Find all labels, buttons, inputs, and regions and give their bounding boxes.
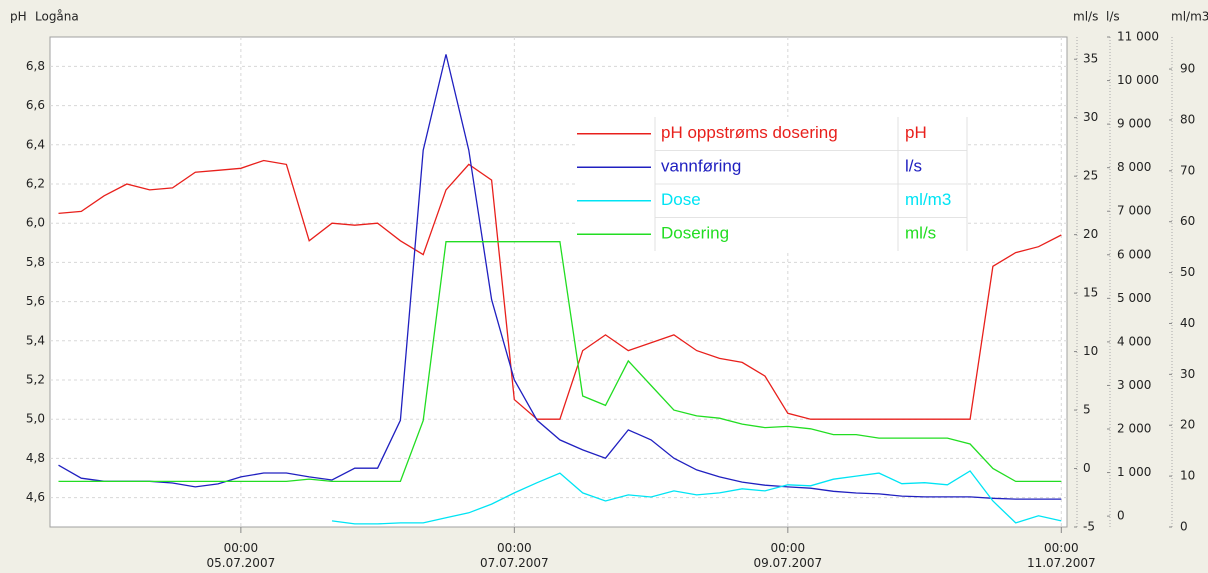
y3-axis-label: l/s	[1106, 10, 1120, 24]
legend-label: Dose	[661, 190, 701, 209]
y4-tick-label: 30	[1180, 367, 1195, 381]
y-tick-label: 4,8	[26, 451, 45, 465]
y2-axis-label: ml/s	[1073, 10, 1098, 24]
y3-tick-label: 5 000	[1117, 291, 1151, 305]
y-tick-label: 5,2	[26, 373, 45, 387]
y3-tick-label: 9 000	[1117, 117, 1151, 131]
y4-axis-label: ml/m3	[1171, 10, 1208, 24]
legend-label: Dosering	[661, 224, 729, 243]
y4-tick-label: 10	[1180, 469, 1195, 483]
x-tick-label: 00:00 11.07.2007	[1027, 541, 1096, 570]
series-line	[331, 470, 1062, 525]
y4-tick-label: 20	[1180, 418, 1195, 432]
y2-tick-label: 35	[1083, 52, 1098, 66]
y-tick-label: 5,8	[26, 255, 45, 269]
legend-unit: l/s	[905, 157, 922, 176]
y3-tick-label: 7 000	[1117, 204, 1151, 218]
y3-tick-label: 0	[1117, 509, 1125, 523]
y-tick-label: 6,2	[26, 177, 45, 191]
y3-tick-label: 3 000	[1117, 378, 1151, 392]
y4-tick-label: 90	[1180, 62, 1195, 76]
y2-tick-label: 30	[1083, 110, 1098, 124]
y2-tick-label: 20	[1083, 227, 1098, 241]
y3-tick-label: 8 000	[1117, 160, 1151, 174]
y2-tick-label: 0	[1083, 461, 1091, 475]
y2-tick-label: 25	[1083, 169, 1098, 183]
y-tick-label: 6,4	[26, 137, 45, 151]
y-tick-label: 6,8	[26, 59, 45, 73]
x-tick-label: 00:00 09.07.2007	[753, 541, 822, 570]
y4-tick-label: 50	[1180, 265, 1195, 279]
y-tick-label: 5,6	[26, 294, 45, 308]
y2-tick-label: 5	[1083, 403, 1091, 417]
chart-title: Logåna	[35, 10, 79, 24]
legend-unit: ml/m3	[905, 190, 951, 209]
y4-tick-label: 60	[1180, 214, 1195, 228]
y3-tick-label: 6 000	[1117, 247, 1151, 261]
legend: pH oppstrøms dosering pH vannføring l/s Dose…	[575, 117, 968, 251]
legend-label: vannføring	[661, 157, 741, 176]
x-tick-label: 00:00 05.07.2007	[207, 541, 276, 570]
series-line	[58, 241, 1062, 483]
y4-tick-label: 0	[1180, 520, 1188, 534]
y4-tick-label: 70	[1180, 163, 1195, 177]
y4-tick-label: 40	[1180, 316, 1195, 330]
y-axis-label: pH	[10, 10, 27, 24]
y3-tick-label: 11 000	[1117, 30, 1159, 44]
y3-tick-label: 2 000	[1117, 422, 1151, 436]
y-tick-label: 5,4	[26, 333, 45, 347]
y-tick-label: 4,6	[26, 490, 45, 504]
y2-tick-label: 15	[1083, 286, 1098, 300]
plot-area	[49, 36, 1068, 528]
y-tick-label: 6,0	[26, 216, 45, 230]
y2-tick-label: -5	[1083, 520, 1095, 534]
y3-tick-label: 4 000	[1117, 334, 1151, 348]
y-tick-label: 5,0	[26, 412, 45, 426]
y4-tick-label: 80	[1180, 112, 1195, 126]
legend-unit: pH	[905, 123, 927, 142]
y3-tick-label: 1 000	[1117, 465, 1151, 479]
x-tick-label: 00:00 07.07.2007	[480, 541, 549, 570]
y3-tick-label: 10 000	[1117, 73, 1159, 87]
legend-unit: ml/s	[905, 224, 936, 243]
y-tick-label: 6,6	[26, 98, 45, 112]
y2-tick-label: 10	[1083, 344, 1098, 358]
series-line	[58, 159, 1062, 420]
legend-label: pH oppstrøms dosering	[661, 123, 838, 142]
